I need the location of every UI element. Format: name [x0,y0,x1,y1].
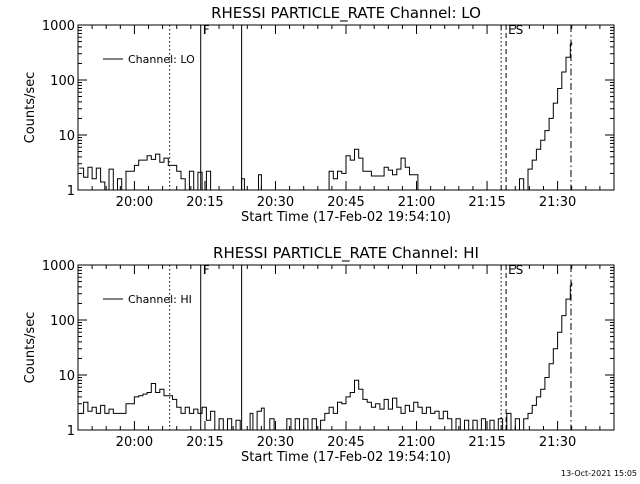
chart-title: RHESSI PARTICLE_RATE Channel: LO [211,4,481,23]
event-marker-label: F [203,23,210,37]
data-series-line [79,42,573,191]
event-marker-label: ES [508,23,523,37]
y-tick-label: 100 [50,74,75,89]
y-axis-label: Counts/sec [23,312,38,384]
x-axis-label: Start Time (17-Feb-02 19:54:10) [241,450,451,465]
x-tick-label: 21:00 [398,195,435,210]
x-tick-label: 20:15 [186,435,223,450]
y-axis-label: Counts/sec [23,72,38,144]
legend-label: Channel: HI [128,293,192,306]
chart-panel: RHESSI PARTICLE_RATE Channel: HI 1 10 100 10… [23,244,615,465]
legend-label: Channel: LO [128,53,195,66]
x-tick-label: 20:45 [327,195,364,210]
x-tick-label: 21:15 [468,195,505,210]
x-tick-label: 20:15 [186,195,223,210]
event-marker-label: F [203,263,210,277]
y-tick-label: 1000 [42,19,75,34]
x-tick-label: 21:00 [398,435,435,450]
y-tick-label: 10 [58,129,75,144]
event-marker-label: ES [508,263,523,277]
y-tick-label: 1000 [42,259,75,274]
y-tick-label: 1 [67,424,75,439]
x-tick-label: 20:30 [257,435,294,450]
x-axis-label: Start Time (17-Feb-02 19:54:10) [241,210,451,225]
y-tick-label: 10 [58,369,75,384]
x-tick-label: 20:00 [116,435,153,450]
x-tick-label: 20:00 [116,195,153,210]
x-tick-label: 21:30 [539,195,576,210]
x-tick-label: 20:30 [257,195,294,210]
chart-panel: RHESSI PARTICLE_RATE Channel: LO 1 10 100 10… [23,4,615,225]
x-tick-label: 21:15 [468,435,505,450]
y-tick-label: 100 [50,314,75,329]
x-tick-label: 21:30 [539,435,576,450]
data-series-line [79,282,573,431]
y-tick-label: 1 [67,184,75,199]
chart-title: RHESSI PARTICLE_RATE Channel: HI [213,244,479,263]
x-tick-label: 20:45 [327,435,364,450]
